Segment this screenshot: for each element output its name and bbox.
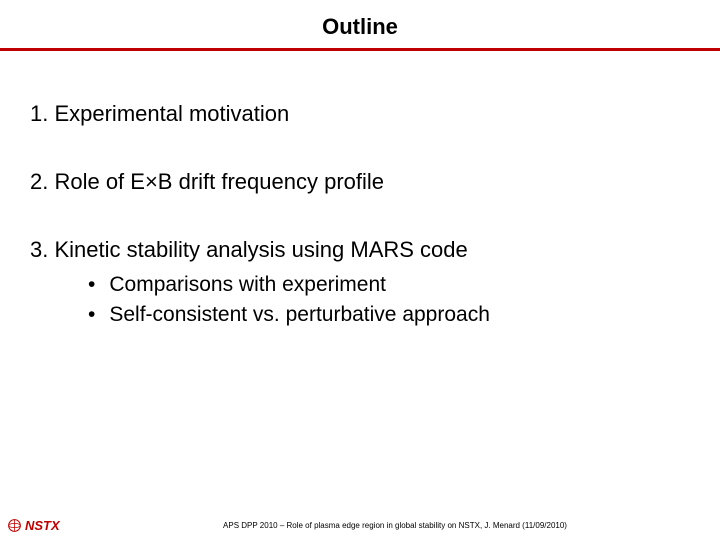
slide-title: Outline [0,14,720,40]
outline-item-label: 1. Experimental motivation [30,101,289,126]
brand-block: NSTX [0,518,130,533]
brand-label: NSTX [25,518,60,533]
nstx-logo-icon [8,519,21,532]
outline-subitem-label: Comparisons with experiment [109,273,386,296]
outline-item: 2. Role of E×B drift frequency profile [30,169,690,195]
footer-credit: APS DPP 2010 – Role of plasma edge regio… [130,521,660,530]
outline-subitem: Self-consistent vs. perturbative approac… [88,303,690,327]
slide: Outline 1. Experimental motivation 2. Ro… [0,0,720,540]
outline-sublist: Comparisons with experiment Self-consist… [88,273,690,327]
outline-subitem: Comparisons with experiment [88,273,690,297]
outline-subitem-label: Self-consistent vs. perturbative approac… [109,303,490,326]
outline-item: 1. Experimental motivation [30,101,690,127]
outline-item-label: 2. Role of E×B drift frequency profile [30,169,384,194]
outline-item: 3. Kinetic stability analysis using MARS… [30,237,690,327]
slide-footer: NSTX APS DPP 2010 – Role of plasma edge … [0,510,720,540]
slide-header: Outline [0,0,720,51]
slide-body: 1. Experimental motivation 2. Role of E×… [0,51,720,540]
outline-item-label: 3. Kinetic stability analysis using MARS… [30,237,468,262]
